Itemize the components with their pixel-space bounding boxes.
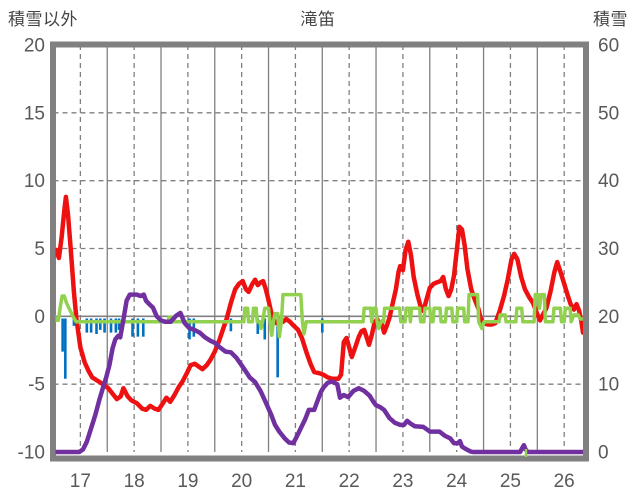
precip-bar	[263, 318, 267, 340]
left-axis-tick-label: 15	[24, 103, 45, 124]
precip-bar	[229, 318, 233, 332]
right-axis-tick-label: 10	[598, 375, 619, 396]
gridlines	[53, 45, 583, 452]
right-axis-tick-label: 20	[598, 307, 619, 328]
precip-bar	[114, 318, 118, 333]
x-axis-day-label: 26	[554, 471, 575, 492]
precip-bar	[85, 318, 89, 333]
x-axis-day-label: 20	[231, 471, 252, 492]
snowfall-line	[55, 292, 583, 339]
right-axis-tick-label: 30	[598, 239, 619, 260]
precip-bar	[276, 318, 279, 378]
precip-bar	[72, 318, 76, 326]
temperature-line	[55, 194, 583, 413]
precip-bar	[117, 318, 121, 330]
right-axis-tick-label: 50	[598, 103, 619, 124]
precip-bar	[95, 318, 98, 334]
right-axis-tick-label: 0	[598, 443, 609, 464]
right-axis-title: 積雪	[593, 10, 628, 29]
left-axis-tick-label: -10	[18, 443, 45, 464]
plot-frame	[50, 41, 589, 462]
precip-bar	[109, 318, 113, 333]
x-axis-day-label: 23	[392, 471, 413, 492]
precip-bar	[136, 318, 140, 337]
precip-bar	[256, 318, 260, 334]
left-axis-tick-label: 20	[24, 36, 45, 57]
right-axis-tick-label: 40	[598, 171, 619, 192]
left-axis-tick-label: -5	[28, 375, 45, 396]
precip-bar	[320, 318, 324, 333]
precip-bar	[141, 318, 145, 337]
left-axis-tick-label: 10	[24, 171, 45, 192]
precip-bar	[98, 318, 102, 330]
precip-bar	[131, 318, 134, 337]
right-axis-tick-label: 60	[598, 36, 619, 57]
x-axis-day-label: 19	[177, 471, 198, 492]
precip-bar	[61, 318, 64, 352]
chart-title: 滝笛	[300, 10, 336, 29]
x-axis-day-label: 24	[446, 471, 468, 492]
x-axis-day-label: 25	[500, 471, 521, 492]
precip-bar	[103, 318, 106, 333]
x-axis-day-label: 18	[124, 471, 145, 492]
left-axis-tick-label: 5	[34, 239, 45, 260]
x-axis-day-label: 22	[339, 471, 360, 492]
precip-bar	[64, 318, 67, 379]
precip-bar	[89, 318, 93, 333]
left-axis-title: 積雪以外	[8, 10, 78, 29]
left-axis-tick-label: 0	[34, 307, 45, 328]
x-axis-day-label: 21	[285, 471, 306, 492]
snow-depth-line	[55, 292, 583, 455]
x-axis-day-label: 17	[70, 471, 91, 492]
